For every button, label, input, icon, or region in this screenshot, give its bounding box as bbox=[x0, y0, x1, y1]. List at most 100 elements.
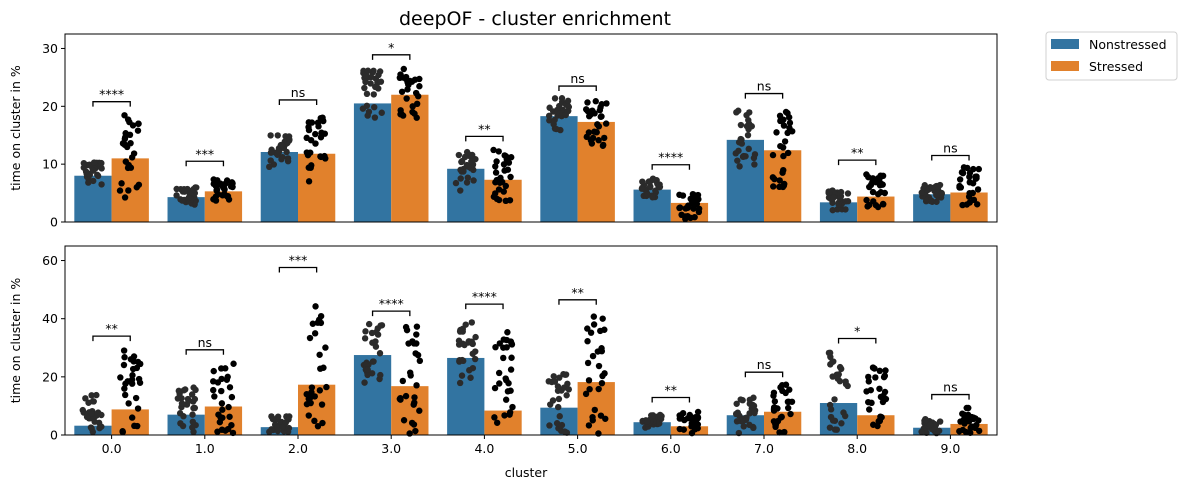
top-data-point bbox=[470, 177, 477, 184]
bottom-data-point bbox=[225, 403, 232, 411]
top-data-point bbox=[751, 161, 758, 168]
bottom-data-point bbox=[598, 379, 606, 387]
top-data-point bbox=[315, 123, 322, 130]
top-data-point bbox=[780, 152, 787, 160]
bottom-data-point bbox=[471, 355, 479, 363]
bottom-data-point bbox=[876, 385, 883, 392]
bottom-data-point bbox=[133, 364, 141, 372]
top-data-point bbox=[285, 133, 293, 140]
bottom-data-point bbox=[866, 406, 873, 413]
bottom-data-point bbox=[279, 423, 286, 431]
bottom-data-point bbox=[228, 393, 236, 401]
bottom-panel-y-axis: 0 20 40 60 bbox=[42, 253, 65, 443]
top-data-point bbox=[781, 180, 788, 188]
bottom-data-point bbox=[776, 429, 783, 436]
bottom-significance-label: **** bbox=[379, 296, 404, 311]
bottom-data-point bbox=[377, 322, 384, 329]
top-data-point bbox=[362, 78, 369, 86]
bottom-data-point bbox=[503, 377, 510, 384]
bottom-data-point bbox=[778, 413, 785, 421]
bottom-data-point bbox=[833, 426, 840, 433]
bottom-data-point bbox=[215, 411, 222, 418]
bottom-data-point bbox=[841, 412, 849, 420]
bottom-data-point bbox=[956, 428, 963, 435]
bottom-data-point bbox=[590, 321, 598, 328]
bottom-data-point bbox=[119, 428, 126, 436]
bottom-data-point bbox=[93, 391, 100, 399]
bottom-data-point bbox=[121, 391, 129, 399]
top-data-point bbox=[963, 201, 971, 208]
bottom-data-point bbox=[91, 418, 98, 425]
bottom-data-point bbox=[770, 392, 777, 399]
bottom-data-point bbox=[180, 387, 188, 394]
bottom-data-point bbox=[558, 421, 566, 429]
bottom-data-point bbox=[975, 427, 983, 435]
top-data-point bbox=[492, 169, 500, 176]
top-significance-bracket bbox=[92, 101, 131, 107]
bottom-data-point bbox=[127, 356, 135, 363]
top-data-point bbox=[692, 194, 700, 201]
bottom-data-point bbox=[185, 397, 192, 405]
top-data-point bbox=[780, 166, 787, 174]
x-tick-label: 1.0 bbox=[195, 441, 215, 456]
top-data-point bbox=[303, 149, 311, 156]
bottom-data-point bbox=[922, 416, 930, 424]
top-data-point bbox=[688, 200, 696, 207]
bottom-data-point bbox=[865, 398, 872, 406]
bottom-data-point bbox=[222, 365, 229, 372]
top-data-point bbox=[284, 155, 292, 162]
top-data-point bbox=[777, 117, 784, 125]
top-data-point bbox=[210, 176, 217, 183]
top-data-point bbox=[98, 165, 105, 172]
top-data-point bbox=[321, 130, 328, 137]
top-data-point bbox=[973, 173, 980, 180]
top-data-point bbox=[128, 154, 136, 161]
bottom-data-point bbox=[965, 404, 972, 412]
bottom-data-point bbox=[882, 367, 889, 374]
bottom-data-point bbox=[286, 413, 293, 420]
bottom-significance-label: * bbox=[854, 323, 860, 338]
bottom-data-point bbox=[98, 423, 105, 430]
top-data-point bbox=[411, 76, 419, 83]
bottom-data-point bbox=[120, 361, 128, 369]
bottom-data-point bbox=[500, 354, 507, 362]
bottom-data-point bbox=[555, 403, 562, 411]
top-data-point bbox=[678, 211, 685, 219]
top-data-point bbox=[965, 193, 973, 200]
top-data-point bbox=[465, 163, 472, 170]
top-data-point bbox=[468, 158, 475, 165]
bottom-data-point bbox=[733, 418, 741, 425]
bottom-panel-frame bbox=[64, 245, 998, 436]
top-data-point bbox=[305, 164, 312, 171]
top-data-point bbox=[928, 184, 936, 192]
top-data-point bbox=[870, 198, 877, 205]
top-data-point bbox=[452, 179, 460, 187]
top-significance-label: ns bbox=[291, 85, 305, 100]
bottom-data-point bbox=[770, 418, 778, 425]
bottom-data-point bbox=[176, 410, 184, 417]
bottom-data-point bbox=[456, 379, 464, 387]
bottom-data-point bbox=[589, 352, 597, 360]
top-data-point bbox=[750, 154, 758, 162]
bottom-data-point bbox=[831, 396, 838, 403]
bottom-data-point bbox=[836, 378, 844, 385]
top-data-point bbox=[126, 131, 134, 139]
bottom-data-point bbox=[83, 413, 91, 421]
top-data-point bbox=[780, 122, 788, 129]
top-data-point bbox=[956, 176, 964, 183]
top-data-point bbox=[415, 93, 422, 100]
top-data-point bbox=[602, 120, 610, 127]
top-data-point bbox=[781, 138, 789, 145]
bottom-significance-bracket bbox=[465, 303, 504, 310]
bottom-data-point bbox=[230, 360, 237, 367]
top-data-point bbox=[405, 81, 412, 89]
top-bar-nonstressed bbox=[540, 116, 578, 222]
top-data-point bbox=[359, 105, 367, 112]
bottom-data-point bbox=[869, 364, 877, 371]
bottom-data-point bbox=[311, 393, 318, 400]
legend-swatch-nonstressed bbox=[1051, 39, 1079, 49]
top-data-point bbox=[866, 183, 873, 191]
top-data-point bbox=[121, 194, 129, 201]
top-y-tick-label: 30 bbox=[42, 41, 58, 56]
